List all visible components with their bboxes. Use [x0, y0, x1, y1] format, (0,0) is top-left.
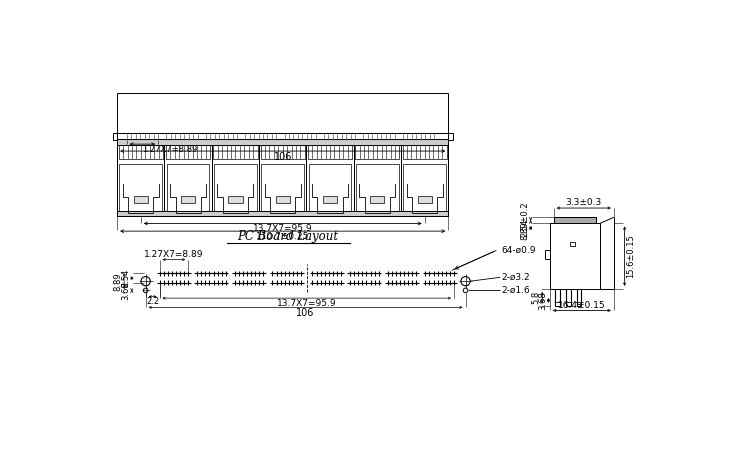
Bar — [117, 139, 448, 216]
Text: 2.2: 2.2 — [146, 298, 159, 307]
Bar — [309, 164, 352, 213]
Bar — [418, 196, 432, 203]
Text: 15.6±0.15: 15.6±0.15 — [626, 234, 635, 278]
Bar — [404, 164, 446, 213]
Bar — [117, 145, 164, 216]
Text: 5.8: 5.8 — [532, 291, 541, 304]
Text: 3.68: 3.68 — [538, 291, 548, 310]
Bar — [117, 211, 448, 216]
Text: PC Board Layout: PC Board Layout — [238, 230, 339, 243]
Bar — [550, 223, 600, 289]
Bar — [117, 92, 448, 133]
Bar — [323, 196, 338, 203]
Bar — [117, 133, 448, 140]
Bar — [307, 145, 354, 216]
Bar — [403, 145, 447, 159]
Text: 2-ø1.6: 2-ø1.6 — [502, 286, 530, 295]
Text: 3.68: 3.68 — [122, 281, 130, 300]
Text: 1.27X7=8.89: 1.27X7=8.89 — [142, 145, 197, 154]
Text: 1.27X7=8.89: 1.27X7=8.89 — [144, 250, 203, 259]
Text: 106: 106 — [274, 152, 292, 162]
Text: 2-ø3.2: 2-ø3.2 — [502, 273, 530, 282]
Bar — [164, 145, 211, 216]
Bar — [119, 164, 162, 213]
Text: 13.7X7=95.9: 13.7X7=95.9 — [277, 299, 337, 308]
Bar — [228, 196, 242, 203]
Text: 8.89±0.2: 8.89±0.2 — [520, 201, 530, 240]
Bar — [370, 196, 385, 203]
Bar — [211, 145, 259, 216]
Bar — [166, 145, 210, 159]
Text: 64-ø0.9: 64-ø0.9 — [502, 246, 536, 255]
Text: 3.3±0.3: 3.3±0.3 — [566, 198, 602, 207]
Text: 2.54: 2.54 — [520, 219, 530, 237]
Text: 13.7X7=95.9: 13.7X7=95.9 — [253, 224, 313, 233]
Text: 106: 106 — [296, 308, 315, 318]
Bar — [276, 196, 290, 203]
Bar — [213, 145, 257, 159]
Bar — [554, 217, 596, 223]
Text: 16.4±0.15: 16.4±0.15 — [558, 301, 606, 310]
Bar — [554, 217, 596, 223]
Bar — [354, 145, 401, 216]
Bar — [356, 164, 399, 213]
Bar — [166, 164, 209, 213]
Bar — [262, 164, 304, 213]
Bar — [134, 196, 148, 203]
Text: 8.89: 8.89 — [113, 272, 122, 290]
Text: 110.7±0.25: 110.7±0.25 — [256, 232, 310, 241]
Bar — [214, 164, 256, 213]
Bar — [448, 133, 453, 140]
Bar — [259, 145, 307, 216]
Bar — [118, 145, 163, 159]
Text: 2.54: 2.54 — [122, 269, 130, 288]
Bar — [401, 145, 448, 216]
Bar — [356, 145, 400, 159]
Bar — [117, 139, 448, 145]
Bar — [112, 133, 117, 140]
Bar — [261, 145, 305, 159]
Bar — [570, 242, 575, 247]
Bar — [308, 145, 352, 159]
Bar — [181, 196, 195, 203]
